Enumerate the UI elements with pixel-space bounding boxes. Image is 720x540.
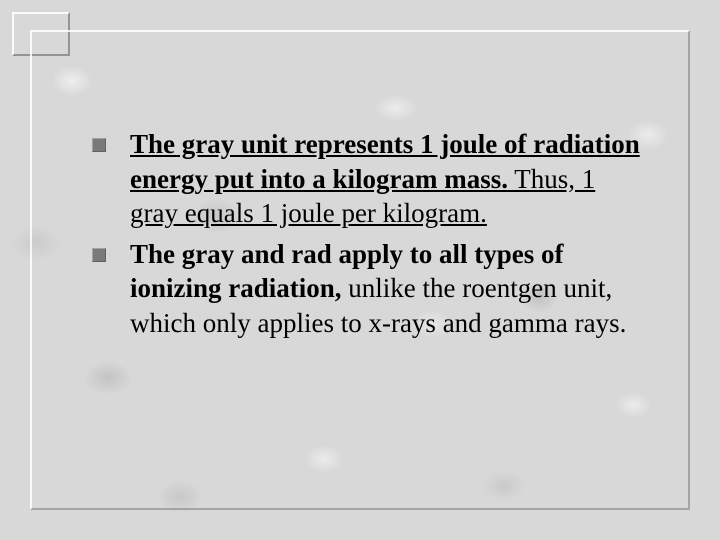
list-item: The gray and rad apply to all types of i… <box>92 237 648 341</box>
bullet-square-icon <box>92 138 106 152</box>
bullet-square-icon <box>92 248 106 262</box>
bullet-list: The gray unit represents 1 joule of radi… <box>92 127 648 340</box>
list-item: The gray unit represents 1 joule of radi… <box>92 127 648 231</box>
content-frame: The gray unit represents 1 joule of radi… <box>30 30 690 510</box>
